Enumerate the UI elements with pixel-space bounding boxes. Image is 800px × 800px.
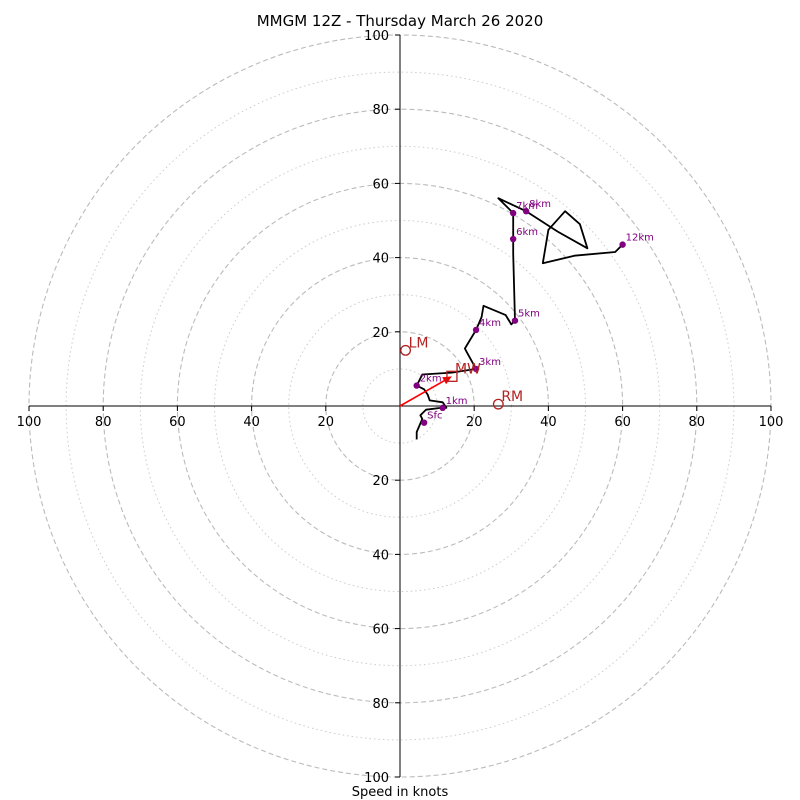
y-tick-label-lower: 100 [364, 771, 389, 786]
height-marker-label: 12km [626, 233, 654, 244]
height-marker-dot [522, 208, 530, 215]
y-tick-label-upper: 100 [364, 29, 389, 44]
mean-wind-vector [399, 377, 450, 407]
height-marker-dot [439, 404, 446, 412]
x-axis-label: Speed in knots [352, 785, 449, 800]
y-tick-label-lower: 40 [372, 548, 389, 563]
height-marker-label: 6km [516, 227, 538, 238]
height-marker-label: 4km [479, 318, 501, 329]
storm-motion-markers: LM RM MW [400, 335, 523, 410]
height-marker-label: 1km [446, 396, 468, 407]
height-marker-dot [420, 419, 428, 426]
x-tick-label: 20 [318, 415, 335, 430]
height-marker-label: 5km [518, 309, 540, 320]
storm-motion-label: RM [501, 389, 523, 405]
x-tick-label: 100 [759, 415, 784, 430]
x-tick-label: 40 [243, 415, 260, 430]
x-tick-label: 80 [689, 415, 706, 430]
y-tick-label-upper: 60 [372, 177, 389, 192]
chart-title: MMGM 12Z - Thursday March 26 2020 [257, 12, 544, 30]
storm-motion-label: LM [409, 335, 429, 351]
height-marker-dot [511, 317, 519, 324]
y-tick-label-upper: 40 [372, 252, 389, 267]
x-tick-label: 40 [540, 415, 557, 430]
height-marker-label: 2km [420, 374, 442, 385]
x-tick-label: 60 [169, 415, 186, 430]
storm-motion-marker [492, 398, 504, 410]
hodograph-line [415, 197, 624, 440]
height-marker-dot [509, 235, 517, 243]
y-tick-label-upper: 20 [372, 326, 389, 341]
y-tick-label-upper: 80 [372, 103, 389, 118]
storm-motion-marker [400, 344, 412, 356]
height-marker-label: 8km [529, 199, 551, 210]
x-tick-label: 60 [614, 415, 631, 430]
height-marker-label: Sfc [427, 411, 442, 422]
height-marker-dot [509, 209, 517, 217]
y-tick-label-lower: 20 [372, 474, 389, 489]
y-tick-label-lower: 60 [372, 623, 389, 638]
storm-motion-label: MW [455, 361, 481, 377]
x-tick-label: 100 [17, 415, 42, 430]
y-tick-label-lower: 80 [372, 697, 389, 712]
tick-labels: 100 80 60 40 20 20 40 60 80 100 20 20 40 40 60 60 80 80 10… [17, 29, 784, 786]
x-tick-label: 20 [466, 415, 483, 430]
height-marker-dot [472, 326, 480, 334]
height-marker-label: 3km [479, 357, 501, 368]
mean-wind-marker [446, 370, 458, 382]
height-marker-label: 7km [516, 201, 538, 212]
height-marker-dot [619, 241, 626, 248]
x-tick-label: 80 [95, 415, 112, 430]
height-marker-dot [413, 382, 420, 389]
height-marker-dot [472, 365, 480, 373]
